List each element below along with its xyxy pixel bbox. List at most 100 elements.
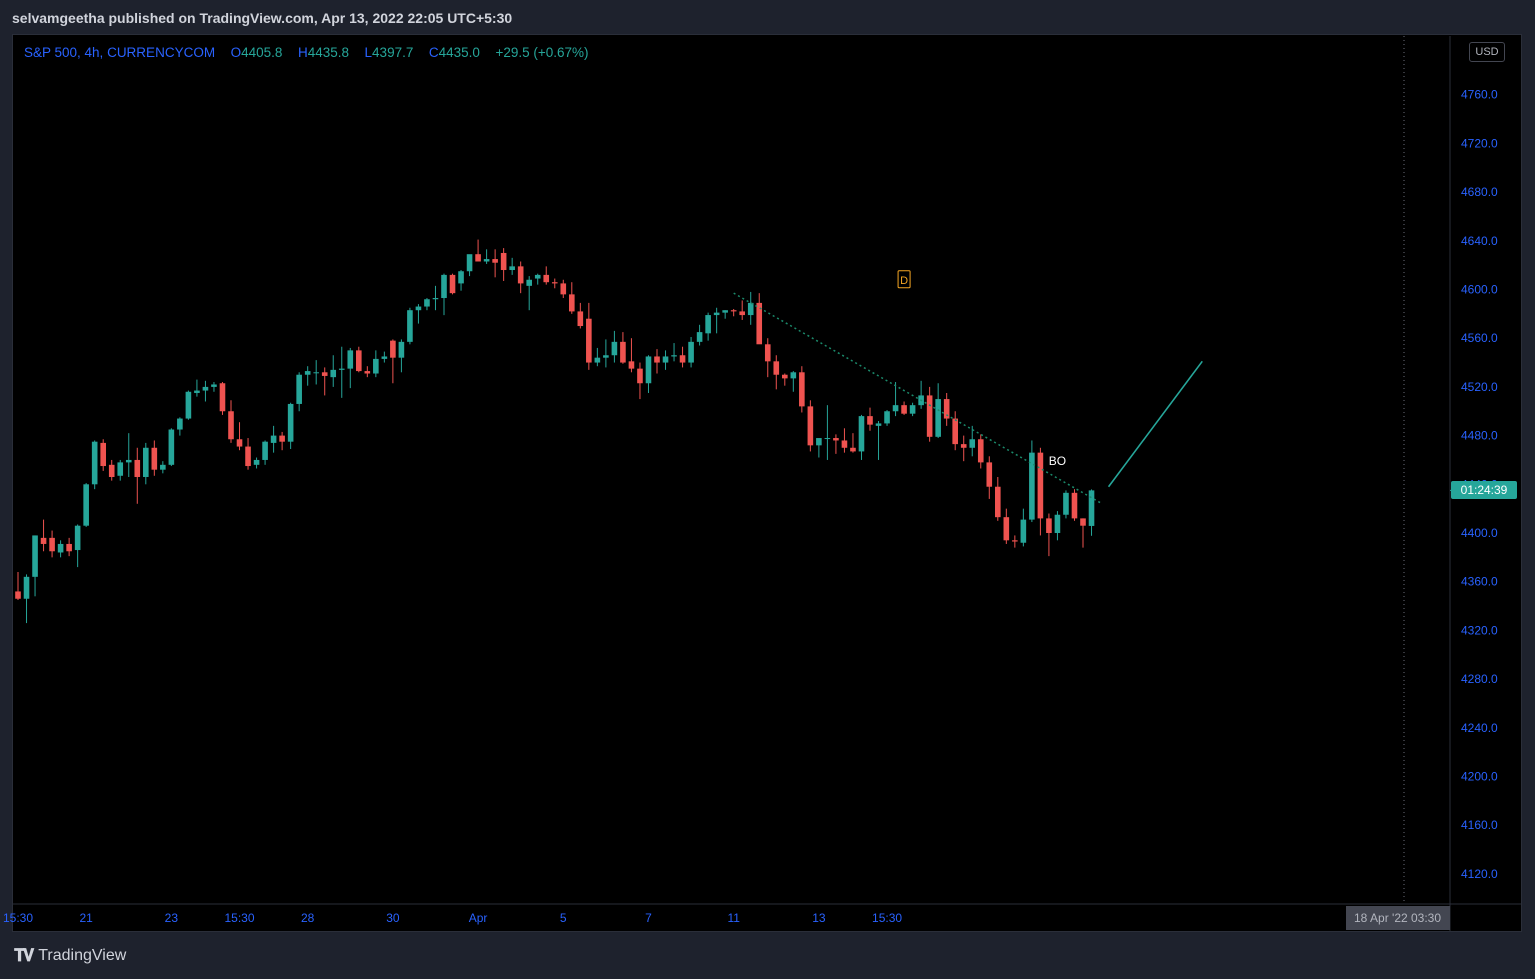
candle-down[interactable] [100,442,106,467]
candle-up[interactable] [790,372,797,379]
candle-down[interactable] [739,311,745,316]
candle-up[interactable] [347,350,354,369]
candle-up[interactable] [466,254,473,272]
candle-up[interactable] [441,274,447,299]
candle-up[interactable] [32,535,38,577]
candle-down[interactable] [773,361,780,375]
candle-up[interactable] [713,312,720,316]
candle-up[interactable] [253,459,260,465]
candle-up[interactable] [23,576,30,599]
candle-up[interactable] [858,416,865,452]
candle-up[interactable] [892,405,899,412]
candle-up[interactable] [509,266,515,271]
candle-down[interactable] [15,591,21,599]
candle-up[interactable] [824,438,831,440]
candle-up[interactable] [526,279,532,286]
currency-badge[interactable]: USD [1469,42,1505,62]
candle-up[interactable] [483,259,490,262]
candle-down[interactable] [764,344,771,362]
candle-up[interactable] [287,403,294,442]
candle-up[interactable] [160,464,166,470]
candle-up[interactable] [74,525,81,551]
candle-up[interactable] [117,462,124,476]
candle-up[interactable] [747,302,754,316]
candle-up[interactable] [875,423,882,426]
candle-up[interactable] [330,369,337,378]
candle-up[interactable] [534,274,541,279]
candle-down[interactable] [782,374,788,379]
candle-up[interactable] [1088,490,1095,526]
candle-up[interactable] [722,310,728,313]
candle-up[interactable] [381,356,388,359]
candle-down[interactable] [586,318,592,363]
candle-down[interactable] [492,259,498,263]
candle-down[interactable] [986,462,993,487]
candle-down[interactable] [995,486,1001,518]
candle-down[interactable] [1046,518,1052,533]
candle-up[interactable] [424,299,430,307]
candle-down[interactable] [1080,518,1086,526]
candle-up[interactable] [705,315,711,334]
tradingview-footer[interactable]: 𝐓𝐕 TradingView [14,946,126,966]
candle-up[interactable] [415,306,422,311]
candle-up[interactable] [611,341,618,356]
candle-up[interactable] [969,439,976,448]
candle-up[interactable] [645,356,652,384]
candle-down[interactable] [654,356,660,363]
candle-down[interactable] [1071,492,1078,519]
candle-down[interactable] [356,350,362,372]
d-marker-box[interactable] [897,270,911,289]
candle-down[interactable] [841,440,848,448]
candle-up[interactable] [57,543,64,553]
candle-up[interactable] [407,310,413,342]
candle-up[interactable] [398,341,405,358]
bo-annotation-label[interactable]: BO [1049,454,1066,468]
candle-down[interactable] [926,395,933,437]
candle-up[interactable] [373,358,379,374]
candle-down[interactable] [867,416,873,425]
symbol-name[interactable]: S&P 500, 4h, CURRENCYCOM [24,45,216,60]
candle-down[interactable] [66,543,72,552]
candle-up[interactable] [603,355,609,358]
candle-down[interactable] [577,311,584,327]
candle-up[interactable] [304,371,311,375]
candle-down[interactable] [517,266,524,284]
candle-down[interactable] [637,368,643,384]
candle-up[interactable] [168,429,175,465]
candle-up[interactable] [313,372,319,374]
candle-down[interactable] [799,372,805,407]
candle-up[interactable] [432,298,439,300]
candle-down[interactable] [960,444,967,448]
candle-up[interactable] [91,441,98,485]
candle-down[interactable] [151,447,158,470]
candle-down[interactable] [390,340,396,358]
candle-up[interactable] [662,356,669,363]
candle-up[interactable] [1063,492,1069,515]
chart-pane[interactable] [12,34,1522,932]
candle-down[interactable] [475,254,481,262]
candle-up[interactable] [143,447,149,477]
breakout-projection-line[interactable] [1107,360,1203,488]
candle-down[interactable] [756,302,763,345]
candle-down[interactable] [1037,452,1044,519]
candle-up[interactable] [83,484,89,526]
candle-down[interactable] [551,282,558,284]
candle-down[interactable] [236,439,243,447]
candle-down[interactable] [628,361,635,369]
candle-up[interactable] [1020,519,1027,543]
candle-up[interactable] [177,418,183,430]
candle-down[interactable] [977,439,984,463]
candle-up[interactable] [816,438,822,446]
candle-up[interactable] [270,435,277,443]
candle-down[interactable] [679,355,686,363]
candle-up[interactable] [125,459,132,463]
candle-down[interactable] [49,537,55,552]
dotted-resistance-trendline[interactable] [733,292,1101,504]
candle-up[interactable] [696,332,703,342]
candle-down[interactable] [321,372,328,376]
candle-down[interactable] [40,537,47,544]
candle-up[interactable] [909,405,916,414]
candle-down[interactable] [134,459,141,477]
candle-down[interactable] [730,310,737,312]
